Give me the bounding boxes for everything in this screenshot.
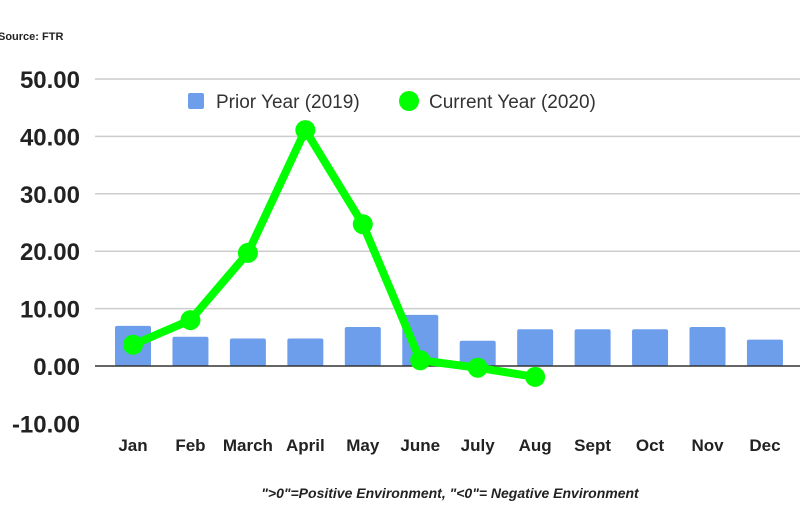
bar-feb [172,336,209,366]
x-tick-label: Feb [175,436,205,455]
y-tick-label: -10.00 [12,411,80,438]
y-tick-label: 10.00 [20,297,80,324]
point-jan [123,334,143,355]
x-tick-label: March [223,436,273,455]
y-tick-label: 20.00 [20,239,80,266]
x-tick-label: April [286,436,325,455]
x-tick-label: Aug [519,436,552,455]
bar-june [402,314,439,366]
bar-july [459,340,496,366]
x-tick-label: July [461,436,496,455]
point-aug [525,366,546,387]
bar-oct [632,329,669,366]
bar-march [229,338,266,366]
x-tick-label: June [400,436,440,455]
point-june [410,350,431,371]
source-label: Source: FTR [0,31,64,43]
x-tick-label: Jan [118,436,147,455]
bar-april [287,338,324,366]
x-tick-label: Dec [749,436,780,455]
legend-swatch-current-year [399,91,419,111]
point-feb [180,310,201,331]
y-tick-label: 30.00 [20,182,80,209]
footnote: ">0"=Positive Environment, "<0"= Negativ… [261,485,639,501]
bar-aug [517,329,554,366]
legend-label-prior-year: Prior Year (2019) [216,92,360,113]
point-may [352,214,373,235]
x-tick-label: May [346,436,380,455]
y-tick-label: 40.00 [20,124,80,151]
x-tick-label: Sept [574,436,611,455]
x-tick-label: Nov [691,436,724,455]
y-tick-label: 0.00 [33,354,80,381]
point-july [467,357,488,378]
bar-sept [574,329,611,366]
bar-nov [689,326,726,366]
legend-label-current-year: Current Year (2020) [429,92,596,113]
bar-dec [746,339,783,366]
legend-swatch-prior-year [188,93,204,109]
y-tick-label: 50.00 [20,67,80,94]
bar-may [344,326,381,366]
point-march [237,242,258,263]
point-april [295,120,316,141]
x-tick-label: Oct [636,436,665,455]
